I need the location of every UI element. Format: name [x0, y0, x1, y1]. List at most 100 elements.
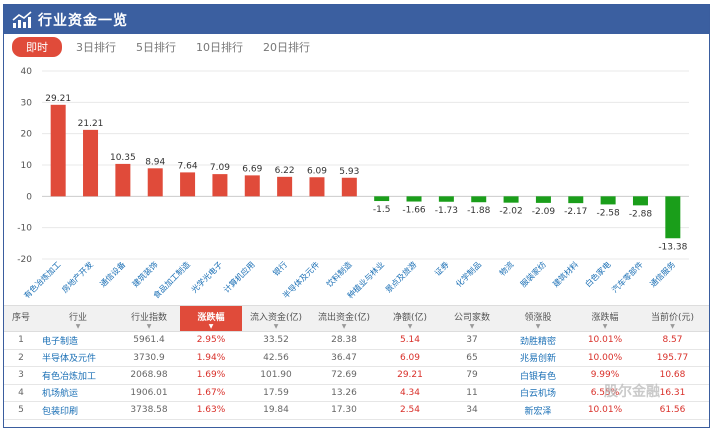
y-tick-label: 0	[26, 192, 32, 202]
price-value: 61.56	[636, 401, 709, 420]
price-value: 16.31	[636, 384, 709, 402]
bar	[471, 196, 487, 203]
data-label: -2.58	[596, 208, 620, 218]
leading-stock-link[interactable]: 兆易创新	[502, 349, 574, 367]
price-value: 10.68	[636, 366, 709, 385]
outflow-value: 17.30	[310, 401, 378, 420]
inflow-value: 17.59	[242, 384, 310, 402]
data-label: 29.21	[45, 94, 71, 104]
col-stock-change[interactable]: 涨跌幅 ▼	[574, 305, 636, 332]
data-label: -1.5	[373, 205, 391, 215]
data-label: 6.09	[307, 166, 327, 176]
header-bar: 行业资金一览	[4, 5, 709, 34]
x-tick-label: 建筑装饰	[130, 259, 160, 289]
y-tick-label: 10	[21, 161, 33, 171]
index-value: 2068.98	[118, 366, 180, 385]
x-tick-label: 通信设备	[98, 259, 128, 289]
change-value: 1.63%	[180, 401, 242, 420]
company-count: 34	[442, 401, 502, 420]
stock-change-value: 10.01%	[574, 331, 636, 350]
bar	[83, 129, 99, 197]
industry-link[interactable]: 包装印刷	[38, 401, 118, 420]
table-header-row: 序号 行业 ▼ 行业指数 ▼ 涨跌幅 ▼ 流入资金(亿) ▼ 流出资金(亿) ▼ 净额(亿…	[4, 305, 709, 332]
bar	[503, 196, 519, 203]
col-index-value[interactable]: 行业指数 ▼	[118, 305, 180, 332]
bar	[665, 196, 681, 239]
bar	[406, 196, 422, 202]
tab-instant[interactable]: 即时	[12, 37, 62, 57]
tab-3day[interactable]: 3日排行	[76, 41, 116, 54]
stock-change-value: 10.00%	[574, 349, 636, 367]
data-label: 7.64	[178, 161, 198, 171]
inflow-value: 42.56	[242, 349, 310, 367]
col-net[interactable]: 净额(亿) ▼	[378, 305, 442, 332]
leading-stock-link[interactable]: 新宏泽	[502, 401, 574, 420]
col-inflow[interactable]: 流入资金(亿) ▼	[242, 305, 310, 332]
data-label: -1.88	[467, 206, 491, 216]
industry-table: 序号 行业 ▼ 行业指数 ▼ 涨跌幅 ▼ 流入资金(亿) ▼ 流出资金(亿) ▼ 净额(亿…	[4, 305, 709, 420]
data-label: 8.94	[145, 157, 165, 167]
x-tick-label: 有色冶炼加工	[22, 259, 63, 300]
index-value: 1906.01	[118, 384, 180, 402]
net-flow-bar-chart: 40 30 20 10 0 -10 -20 29.21 有色冶炼加工 21.21 房地产开发 10.3…	[17, 67, 689, 300]
data-label: 5.93	[339, 167, 359, 177]
row-index: 3	[4, 366, 38, 385]
data-label: -1.66	[402, 206, 426, 216]
tab-10day[interactable]: 10日排行	[196, 41, 243, 54]
col-index: 序号	[4, 305, 38, 332]
y-tick-label: 40	[21, 67, 33, 77]
bar	[341, 177, 357, 197]
row-index: 5	[4, 401, 38, 420]
industry-link[interactable]: 半导体及元件	[38, 349, 118, 367]
tab-20day[interactable]: 20日排行	[263, 41, 310, 54]
bar	[244, 175, 260, 197]
data-label: 7.09	[210, 163, 230, 173]
change-value: 1.69%	[180, 366, 242, 385]
col-outflow[interactable]: 流出资金(亿) ▼	[310, 305, 378, 332]
tab-5day[interactable]: 5日排行	[136, 41, 176, 54]
data-label: -1.73	[435, 206, 458, 216]
outflow-value: 36.47	[310, 349, 378, 367]
data-label: 6.69	[242, 164, 262, 174]
net-value: 4.34	[378, 384, 442, 402]
stock-change-value: 9.99%	[574, 366, 636, 385]
company-count: 79	[442, 366, 502, 385]
x-tick-label: 景点及旅游	[383, 259, 418, 294]
leading-stock-link[interactable]: 劲胜精密	[502, 331, 574, 350]
stock-change-value: 10.01%	[574, 401, 636, 420]
col-price[interactable]: 当前价(元) ▼	[636, 305, 709, 332]
industry-link[interactable]: 机场航运	[38, 384, 118, 402]
outflow-value: 13.26	[310, 384, 378, 402]
col-leading-stock[interactable]: 领涨股 ▼	[502, 305, 574, 332]
leading-stock-link[interactable]: 白云机场	[502, 384, 574, 402]
change-value: 1.67%	[180, 384, 242, 402]
data-label: 21.21	[78, 119, 104, 129]
x-tick-label: 房地产开发	[60, 259, 95, 294]
bar	[600, 196, 616, 205]
page-title: 行业资金一览	[38, 12, 128, 29]
industry-link[interactable]: 有色冶炼加工	[38, 366, 118, 385]
leading-stock-link[interactable]: 白银有色	[502, 366, 574, 385]
x-tick-label: 服装家纺	[518, 259, 548, 289]
period-tabs: 即时 3日排行 5日排行 10日排行 20日排行	[4, 34, 709, 60]
data-label: 6.22	[275, 166, 295, 176]
inflow-value: 33.52	[242, 331, 310, 350]
change-value: 1.94%	[180, 349, 242, 367]
table-row: 2 半导体及元件 3730.9 1.94% 42.56 36.47 6.09 65 兆易创新 10…	[4, 349, 709, 367]
bar	[568, 196, 584, 204]
y-tick-label: 20	[21, 130, 33, 140]
outflow-value: 28.38	[310, 331, 378, 350]
table-row: 4 机场航运 1906.01 1.67% 17.59 13.26 4.34 11 白云机场 6.5…	[4, 384, 709, 402]
net-value: 5.14	[378, 331, 442, 350]
row-index: 4	[4, 384, 38, 402]
company-count: 65	[442, 349, 502, 367]
industry-link[interactable]: 电子制造	[38, 331, 118, 350]
bar	[309, 177, 325, 197]
col-company-count[interactable]: 公司家数 ▼	[442, 305, 502, 332]
inflow-value: 19.84	[242, 401, 310, 420]
col-change[interactable]: 涨跌幅 ▼	[180, 305, 242, 332]
price-value: 195.77	[636, 349, 709, 367]
col-industry[interactable]: 行业 ▼	[38, 305, 118, 332]
bar	[374, 196, 390, 202]
table-row: 1 电子制造 5961.4 2.95% 33.52 28.38 5.14 37 劲胜精密 10.0…	[4, 331, 709, 350]
